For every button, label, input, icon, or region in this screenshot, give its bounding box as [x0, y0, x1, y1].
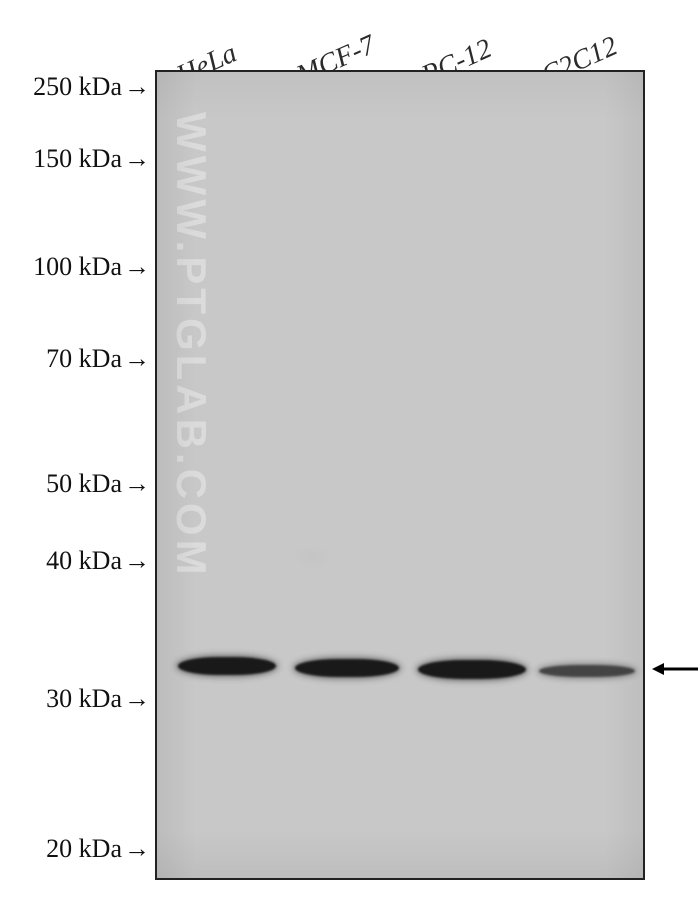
- blot-membrane: WWW.PTGLAB.COM: [155, 70, 645, 880]
- mw-marker-text: 150 kDa: [33, 144, 122, 173]
- mw-marker-text: 250 kDa: [33, 72, 122, 101]
- mw-marker-arrow-icon: →: [124, 144, 150, 173]
- smudge-artifact: [293, 544, 331, 570]
- mw-marker-label: 50 kDa→: [46, 469, 150, 499]
- mw-marker-text: 20 kDa: [46, 834, 122, 863]
- watermark-layer: WWW.PTGLAB.COM: [165, 72, 225, 878]
- mw-marker-arrow-icon: →: [124, 684, 150, 713]
- mw-marker-label: 150 kDa→: [33, 144, 150, 174]
- mw-marker-text: 40 kDa: [46, 546, 122, 575]
- target-band-arrow: [652, 660, 700, 678]
- vignette-overlay: [157, 72, 643, 878]
- mw-marker-text: 100 kDa: [33, 252, 122, 281]
- mw-marker-text: 50 kDa: [46, 469, 122, 498]
- mw-marker-label: 30 kDa→: [46, 684, 150, 714]
- figure-root: 250 kDa→150 kDa→100 kDa→70 kDa→50 kDa→40…: [0, 0, 700, 903]
- mw-marker-text: 30 kDa: [46, 684, 122, 713]
- mw-marker-arrow-icon: →: [124, 252, 150, 281]
- band: [178, 657, 276, 675]
- mw-marker-arrow-icon: →: [124, 72, 150, 101]
- mw-marker-arrow-icon: →: [124, 344, 150, 373]
- mw-marker-label: 250 kDa→: [33, 72, 150, 102]
- mw-marker-arrow-icon: →: [124, 834, 150, 863]
- mw-marker-label: 100 kDa→: [33, 252, 150, 282]
- band: [539, 665, 635, 677]
- mw-marker-text: 70 kDa: [46, 344, 122, 373]
- mw-marker-label: 70 kDa→: [46, 344, 150, 374]
- band: [295, 659, 399, 677]
- mw-marker-arrow-icon: →: [124, 546, 150, 575]
- watermark-text: WWW.PTGLAB.COM: [167, 112, 215, 579]
- mw-marker-label: 40 kDa→: [46, 546, 150, 576]
- band: [418, 660, 526, 679]
- mw-marker-label: 20 kDa→: [46, 834, 150, 864]
- mw-marker-arrow-icon: →: [124, 469, 150, 498]
